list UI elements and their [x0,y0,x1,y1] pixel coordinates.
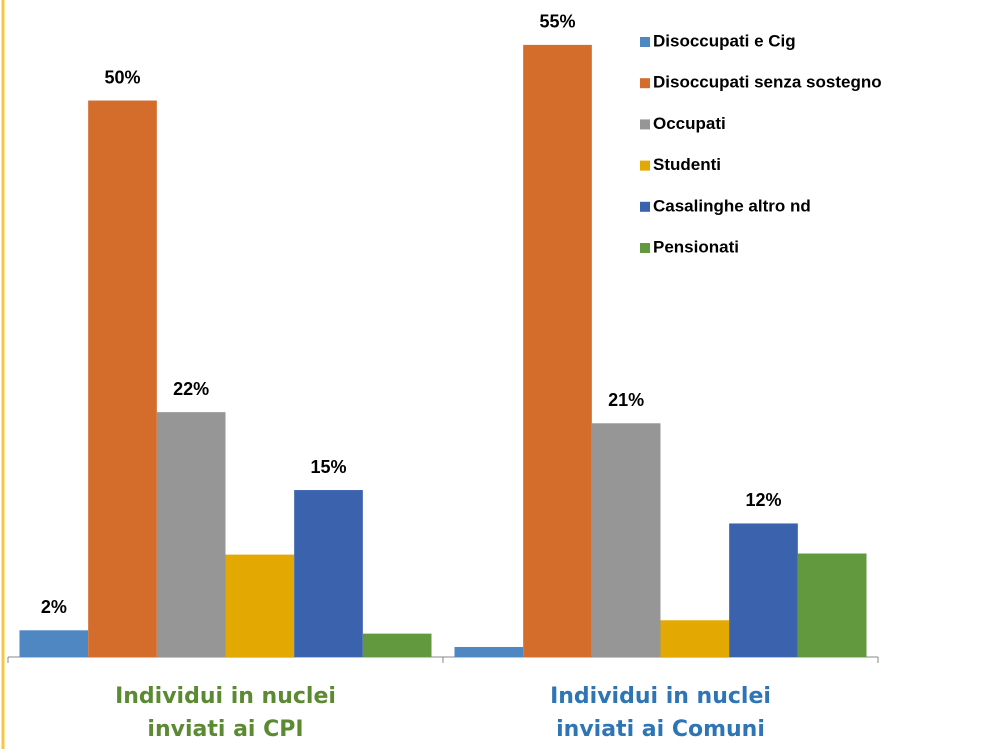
legend-label: Pensionati [653,237,739,256]
bar [19,630,89,657]
legend-swatch [640,78,650,89]
bar [591,423,661,657]
bar [294,490,363,657]
bar [454,646,524,657]
x-tick-label: Individui in nuclei inviati ai CPI [115,684,336,742]
bar [523,44,592,657]
legend-swatch [640,119,650,130]
bar [797,553,867,657]
bar [156,412,226,657]
legend-swatch [640,37,650,47]
legend-label: Casalinghe altro nd [653,196,811,215]
data-label: 15% [310,457,346,477]
data-label: 2% [41,597,67,617]
legend-swatch [640,160,650,171]
bar [88,100,157,657]
data-label: 12% [745,490,781,510]
bar [225,554,295,657]
legend-label: Occupati [653,114,726,133]
legend-label: Studenti [653,155,721,174]
data-label: 22% [173,379,209,399]
data-label: 21% [608,390,644,410]
x-tick-label: Individui in nuclei inviati ai Comuni [550,684,771,742]
bar [660,620,730,657]
data-label: 50% [104,67,140,87]
legend-swatch [640,201,650,212]
legend-swatch [640,243,650,253]
legend-label: Disoccupati senza sostegno [653,73,882,92]
bar [729,523,798,657]
data-label: 55% [539,12,575,32]
bar [362,633,432,657]
legend-label: Disoccupati e Cig [653,31,796,50]
